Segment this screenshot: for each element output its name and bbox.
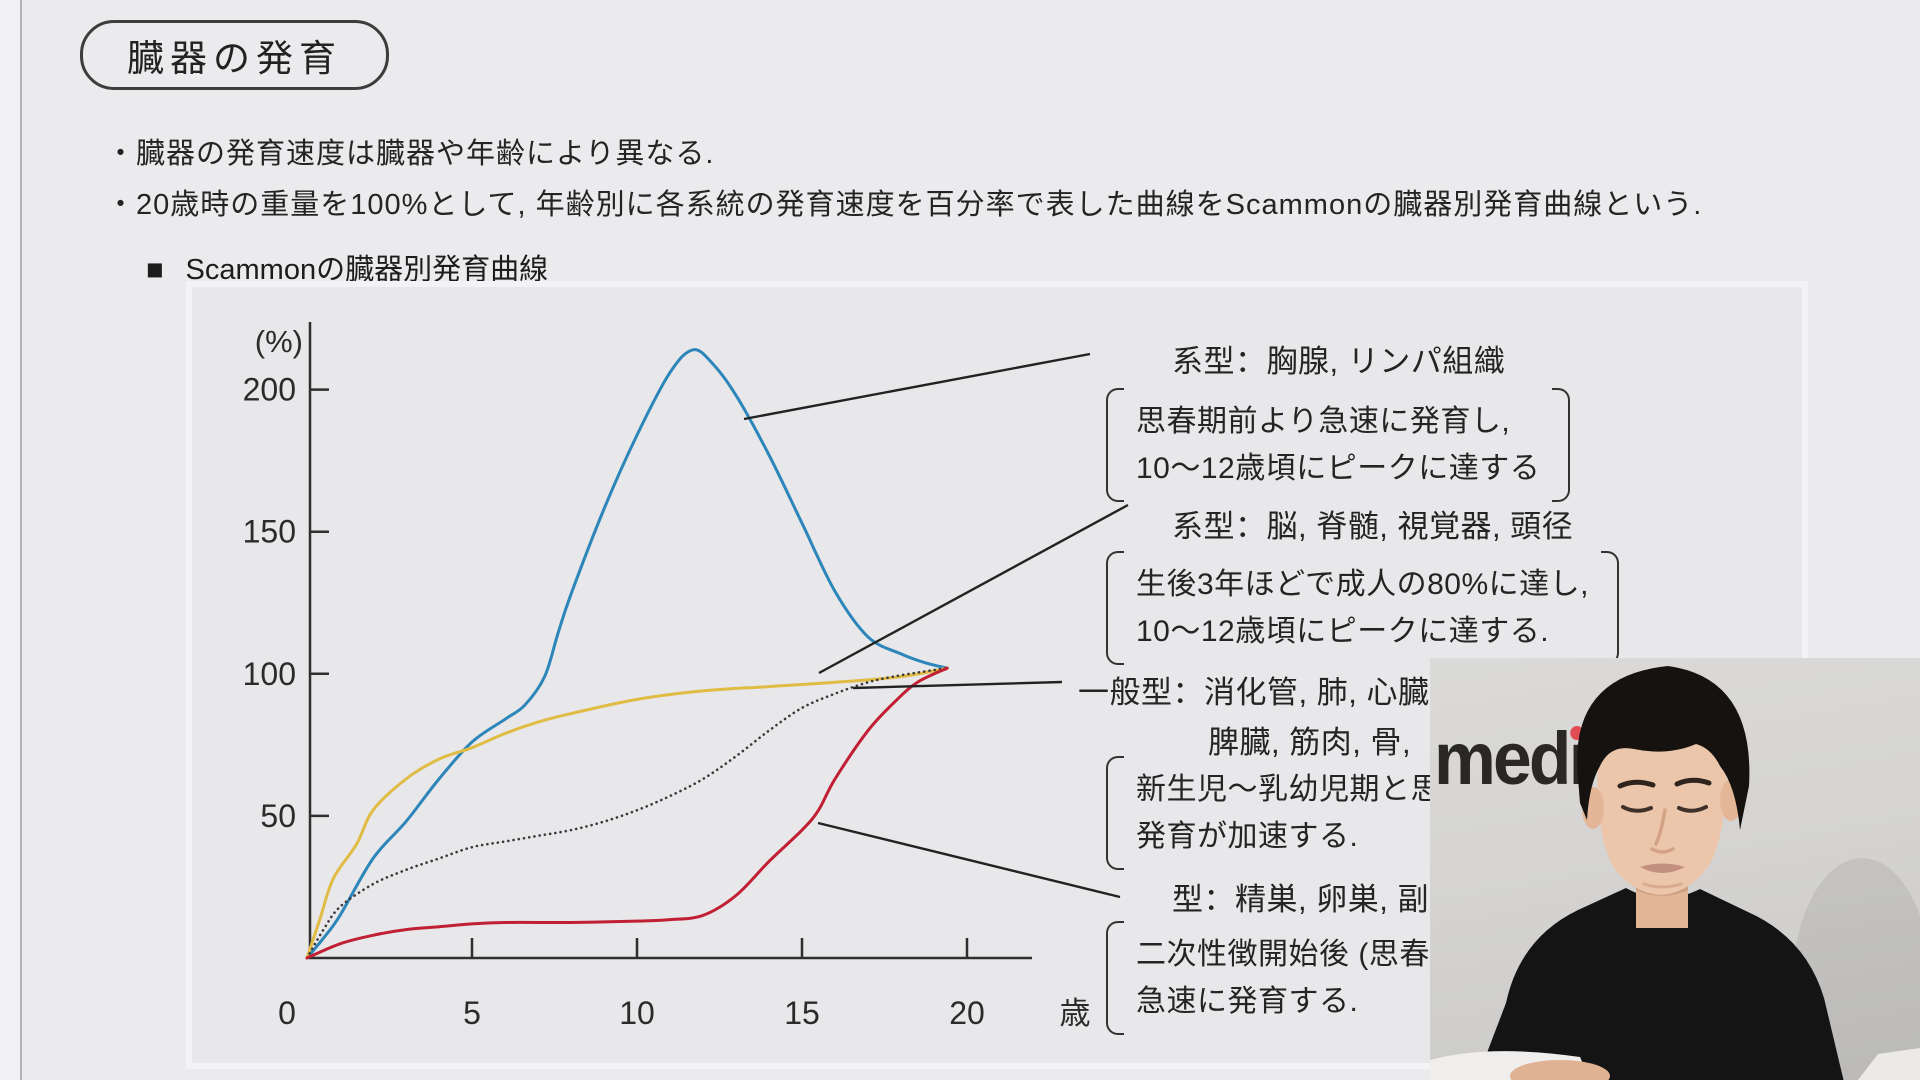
y-tick-label: 100 — [243, 656, 296, 692]
y-tick-label: 50 — [260, 798, 296, 834]
note-line: 新生児〜乳幼児期と思 — [1136, 773, 1441, 806]
y-tick-label: 200 — [243, 372, 296, 408]
person-eye-right — [1677, 805, 1708, 813]
person-face — [1597, 724, 1727, 895]
person-nose — [1650, 808, 1675, 854]
person-eye-left — [1621, 805, 1653, 813]
annotation-general-label-line2: 脾臓, 筋肉, 骨, — [1208, 725, 1412, 760]
annotation-genital-label: 型：精巣, 卵巣, 副 — [1172, 882, 1429, 917]
general-curve — [305, 666, 949, 960]
annotation-genital-note: 二次性徴開始後 (思春期 急速に発育する. — [1106, 921, 1491, 1035]
desk-paper-right — [1858, 1048, 1920, 1080]
person-mouth — [1640, 863, 1685, 873]
annotation-general-label: 一般型：消化管, 肺, 心臓 — [1078, 675, 1430, 710]
square-bullet-icon: ■ — [146, 254, 164, 286]
x-tick-label: 5 — [463, 995, 481, 1031]
logo-text-med: med — [1434, 717, 1571, 800]
note-line: 二次性徴開始後 (思春期 — [1136, 938, 1461, 971]
annotation-lymphoid-label: 系型：胸腺, リンパ組織 — [1172, 344, 1506, 379]
y-tick-label: 150 — [243, 514, 296, 550]
x-tick-label: 20 — [949, 995, 985, 1031]
annotation-general-note: 新生児〜乳幼児期と思 発育が加速する. — [1106, 756, 1471, 870]
bullet-item-1: ・臓器の発育速度は臓器や年齢により異なる. — [106, 138, 715, 170]
webcam-video-overlay: medı — [1430, 658, 1920, 1080]
note-line: 生後3年ほどで成人の80%に達し, — [1136, 568, 1589, 601]
bullet-item-2: ・20歳時の重量を100%として, 年齢別に各系統の発育速度を百分率で表した曲線… — [106, 189, 1703, 221]
section-heading: ■ Scammonの臓器別発育曲線 — [146, 246, 548, 288]
x-tick-label: 0 — [278, 995, 296, 1031]
y-axis-unit-label: (%) — [255, 324, 303, 359]
note-line: 急速に発育する. — [1136, 985, 1359, 1018]
annotation-lymphoid-note: 思春期前より急速に発育し, 10〜12歳頃にピークに達する — [1106, 388, 1571, 502]
note-line: 10〜12歳頃にピークに達する — [1136, 452, 1541, 485]
slide-title-box: 臓器の発育 — [80, 20, 389, 90]
slide-left-edge — [0, 0, 22, 1080]
person-chin-shadow — [1642, 882, 1683, 889]
note-line: 発育が加速する. — [1136, 820, 1359, 853]
person-body — [1488, 888, 1844, 1080]
person-eyebrow-left — [1617, 779, 1656, 789]
note-line: 10〜12歳頃にピークに達する. — [1136, 615, 1550, 648]
lymphoid-curve — [305, 348, 949, 960]
person-hair — [1577, 666, 1750, 830]
annotation-neural-note: 生後3年ほどで成人の80%に達し, 10〜12歳頃にピークに達する. — [1106, 551, 1619, 665]
genital-curve — [305, 666, 949, 960]
leader-line-genital — [817, 821, 1121, 899]
section-heading-text: Scammonの臓器別発育曲線 — [185, 254, 549, 286]
note-line: 思春期前より急速に発育し, — [1136, 405, 1511, 438]
person-eyebrow-right — [1674, 777, 1712, 787]
leader-line-general — [852, 680, 1063, 690]
presenter-person — [1430, 666, 1920, 1080]
x-tick-label: 10 — [619, 995, 655, 1031]
neural-curve — [305, 666, 949, 960]
x-tick-label: 15 — [784, 995, 820, 1031]
leader-line-neural — [818, 503, 1129, 675]
slide-title: 臓器の発育 — [127, 38, 342, 79]
annotation-neural-label: 系型：脳, 脊髄, 視覚器, 頭径 — [1172, 509, 1574, 544]
x-axis-unit-label: 歳 — [1060, 996, 1091, 1031]
leader-line-lymphoid — [743, 352, 1091, 421]
person-hand — [1510, 1060, 1610, 1080]
